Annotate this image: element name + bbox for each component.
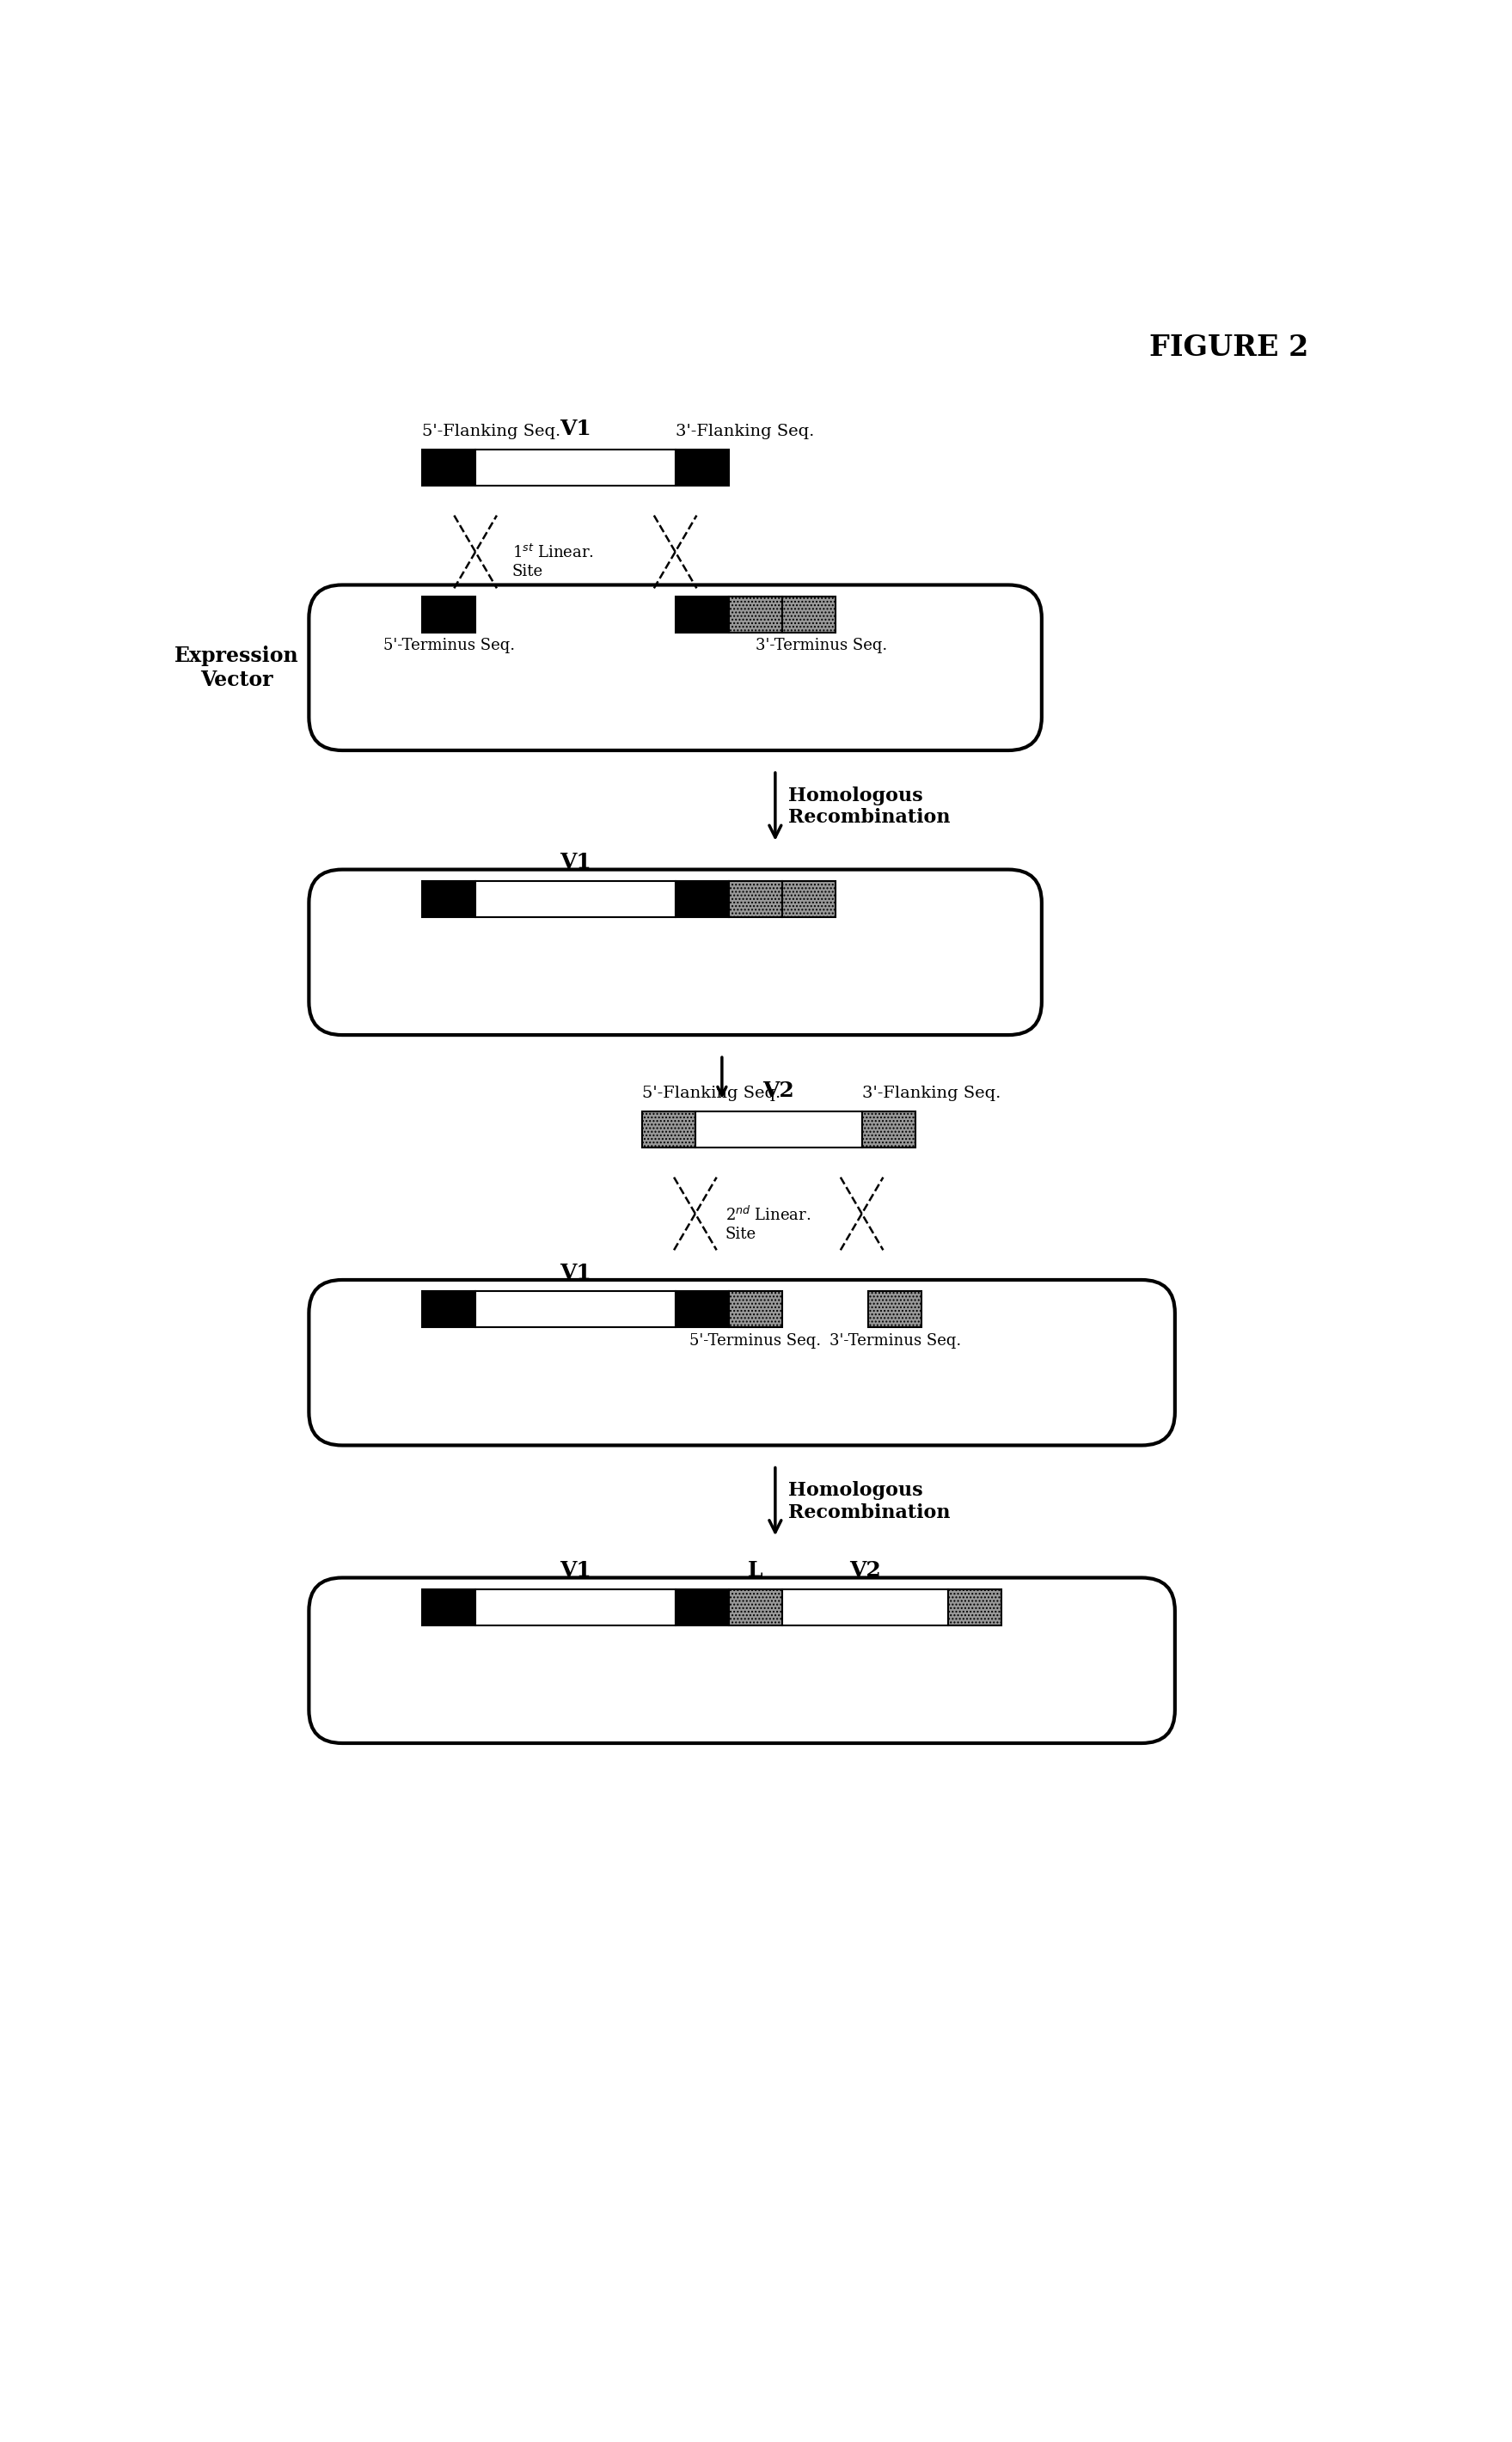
Bar: [422, 1292, 475, 1328]
Bar: [475, 1590, 676, 1626]
Text: V1: V1: [559, 1560, 591, 1580]
Bar: [782, 1590, 948, 1626]
Bar: [422, 449, 475, 486]
Text: 3'-Flanking Seq.: 3'-Flanking Seq.: [676, 425, 813, 440]
FancyBboxPatch shape: [308, 586, 1042, 750]
Bar: [676, 882, 729, 918]
Text: V2: V2: [762, 1079, 794, 1101]
Bar: [676, 596, 729, 632]
Text: V2: V2: [850, 1560, 881, 1580]
Text: Homologous
Recombination: Homologous Recombination: [789, 786, 951, 828]
FancyBboxPatch shape: [308, 1578, 1175, 1744]
Bar: [676, 449, 729, 486]
Bar: [676, 1292, 729, 1328]
Text: 5'-Flanking Seq.: 5'-Flanking Seq.: [422, 425, 561, 440]
Text: 5'-Terminus Seq.: 5'-Terminus Seq.: [383, 637, 514, 654]
Bar: [729, 1292, 782, 1328]
Text: 1$^{st}$ Linear.
Site: 1$^{st}$ Linear. Site: [513, 545, 594, 579]
Bar: [948, 1590, 1002, 1626]
Text: 2$^{nd}$ Linear.
Site: 2$^{nd}$ Linear. Site: [726, 1206, 810, 1241]
Text: 5'-Terminus Seq.: 5'-Terminus Seq.: [689, 1333, 821, 1348]
Text: V1: V1: [559, 418, 591, 440]
Text: L: L: [748, 1560, 762, 1580]
FancyBboxPatch shape: [308, 1280, 1175, 1446]
Bar: [729, 1590, 782, 1626]
Bar: [643, 1111, 696, 1148]
Text: 3'-Terminus Seq.: 3'-Terminus Seq.: [756, 637, 888, 654]
Bar: [676, 1590, 729, 1626]
Bar: [422, 1590, 475, 1626]
Bar: [475, 1292, 676, 1328]
Bar: [422, 882, 475, 918]
Text: 3'-Terminus Seq.: 3'-Terminus Seq.: [829, 1333, 962, 1348]
Text: Expression
Vector: Expression Vector: [174, 645, 299, 691]
Bar: [475, 449, 676, 486]
Text: V1: V1: [559, 852, 591, 872]
Bar: [729, 596, 782, 632]
Bar: [696, 1111, 862, 1148]
Text: V1: V1: [559, 1263, 591, 1282]
Bar: [862, 1111, 915, 1148]
Bar: [729, 882, 782, 918]
FancyBboxPatch shape: [308, 869, 1042, 1035]
Text: FIGURE 2: FIGURE 2: [1149, 335, 1308, 361]
Bar: [782, 882, 835, 918]
Bar: [475, 882, 676, 918]
Text: Homologous
Recombination: Homologous Recombination: [789, 1482, 951, 1521]
Bar: [422, 596, 475, 632]
Text: 5'-Flanking Seq.: 5'-Flanking Seq.: [643, 1087, 780, 1101]
Text: 3'-Flanking Seq.: 3'-Flanking Seq.: [862, 1087, 1001, 1101]
Bar: [868, 1292, 922, 1328]
Bar: [782, 596, 835, 632]
